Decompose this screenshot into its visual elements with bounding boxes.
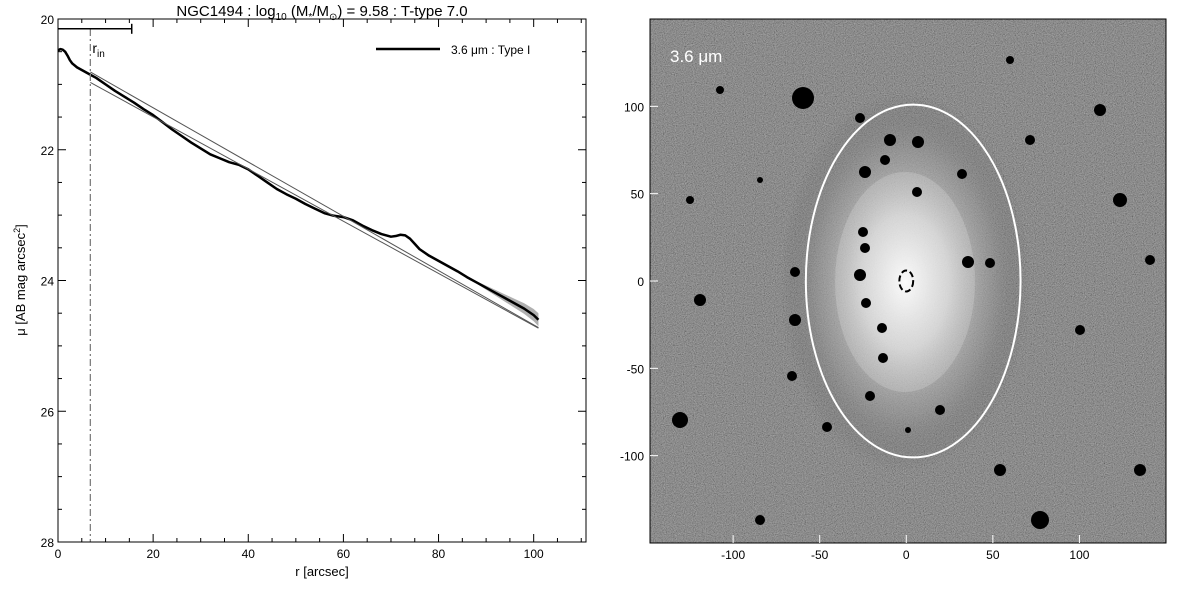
- x-tick-label: 0: [55, 547, 62, 561]
- y-tick-label: 26: [41, 405, 55, 419]
- y-tick-label: 28: [41, 536, 55, 550]
- masked-source: [1006, 56, 1014, 64]
- image-y-tick-label: 0: [637, 275, 644, 289]
- masked-source: [1075, 325, 1085, 335]
- masked-source: [905, 427, 911, 433]
- masked-source: [865, 391, 875, 401]
- image-y-tick-label: 100: [624, 100, 644, 114]
- band-annotation: 3.6 μm: [670, 47, 722, 66]
- legend-label: 3.6 μm : Type I: [451, 43, 530, 57]
- masked-source: [1145, 255, 1155, 265]
- y-axis-label: μ [AB mag arcsec2]: [12, 224, 28, 336]
- profile-plot-frame: [57, 18, 587, 543]
- masked-source: [912, 136, 924, 148]
- masked-source: [787, 371, 797, 381]
- masked-source: [1094, 104, 1106, 116]
- masked-source: [855, 113, 865, 123]
- y-tick-label: 22: [41, 144, 55, 158]
- masked-source: [912, 187, 922, 197]
- inner-ellipse: [898, 269, 915, 293]
- image-x-tick-label: 50: [986, 548, 1000, 562]
- masked-source: [854, 269, 866, 281]
- masked-source: [859, 166, 871, 178]
- y-tick-label: 24: [41, 275, 55, 289]
- masked-source: [789, 314, 801, 326]
- masked-source: [822, 422, 832, 432]
- y-axis-ticks: 20 22 24 26 28: [41, 13, 586, 550]
- x-axis-label: r [arcsec]: [295, 564, 348, 579]
- masked-source: [994, 464, 1006, 476]
- masked-source: [1031, 511, 1049, 529]
- profile-line: [57, 47, 540, 321]
- masked-source: [694, 294, 706, 306]
- x-tick-label: 80: [432, 547, 446, 561]
- masked-source: [860, 243, 870, 253]
- profile-series: [57, 47, 540, 329]
- galaxy-image: [650, 19, 1166, 543]
- masked-source: [962, 256, 974, 268]
- image-y-tick-label: 50: [631, 188, 645, 202]
- outer-isophote-ellipse: [804, 103, 1022, 459]
- fit-line-1: [90, 71, 539, 329]
- masked-source: [686, 196, 694, 204]
- masked-source: [757, 177, 763, 183]
- masked-source: [985, 258, 995, 268]
- image-y-tick-label: -50: [627, 362, 645, 376]
- masked-source: [755, 515, 765, 525]
- masked-source: [790, 267, 800, 277]
- masked-source: [1113, 193, 1127, 207]
- source-masks: [672, 56, 1155, 529]
- r-in-label: rin: [92, 40, 104, 60]
- masked-source: [877, 323, 887, 333]
- image-x-tick-label: 100: [1069, 548, 1089, 562]
- x-tick-label: 20: [146, 547, 160, 561]
- masked-source: [1134, 464, 1146, 476]
- image-x-tick-label: -50: [811, 548, 829, 562]
- masked-source: [792, 87, 814, 109]
- y-tick-label: 20: [41, 13, 55, 27]
- x-axis-ticks: 0 20 40 60 80 100: [55, 19, 582, 561]
- x-tick-label: 60: [337, 547, 351, 561]
- scale-bar: [58, 23, 133, 34]
- fit-line-2: [90, 81, 539, 329]
- x-tick-label: 100: [524, 547, 544, 561]
- masked-source: [878, 353, 888, 363]
- masked-source: [957, 169, 967, 179]
- masked-source: [672, 412, 688, 428]
- figure-title: NGC1494 : log10 (M*/M⊙) = 9.58 : T-type …: [176, 3, 467, 23]
- galaxy-image-plot: 3.6 μm -100 -50 0 50 100 100 50 0 -50 -100: [620, 18, 1167, 562]
- masked-source: [884, 134, 896, 146]
- x-tick-label: 40: [242, 547, 256, 561]
- image-y-tick-label: -100: [620, 450, 644, 464]
- image-x-ticks: -100 -50 0 50 100: [721, 535, 1090, 562]
- masked-source: [1025, 135, 1035, 145]
- image-x-tick-label: 0: [903, 548, 910, 562]
- masked-source: [861, 298, 871, 308]
- masked-source: [716, 86, 724, 94]
- legend: 3.6 μm : Type I: [376, 43, 530, 57]
- masked-source: [880, 155, 890, 165]
- masked-source: [935, 405, 945, 415]
- image-x-tick-label: -100: [721, 548, 745, 562]
- image-y-ticks: 100 50 0 -50 -100: [620, 100, 658, 464]
- profile-plot: rin 0 20 40 60 80 100 20 22 24 26 28 r [arcsec] μ…: [12, 13, 587, 579]
- masked-source: [858, 227, 868, 237]
